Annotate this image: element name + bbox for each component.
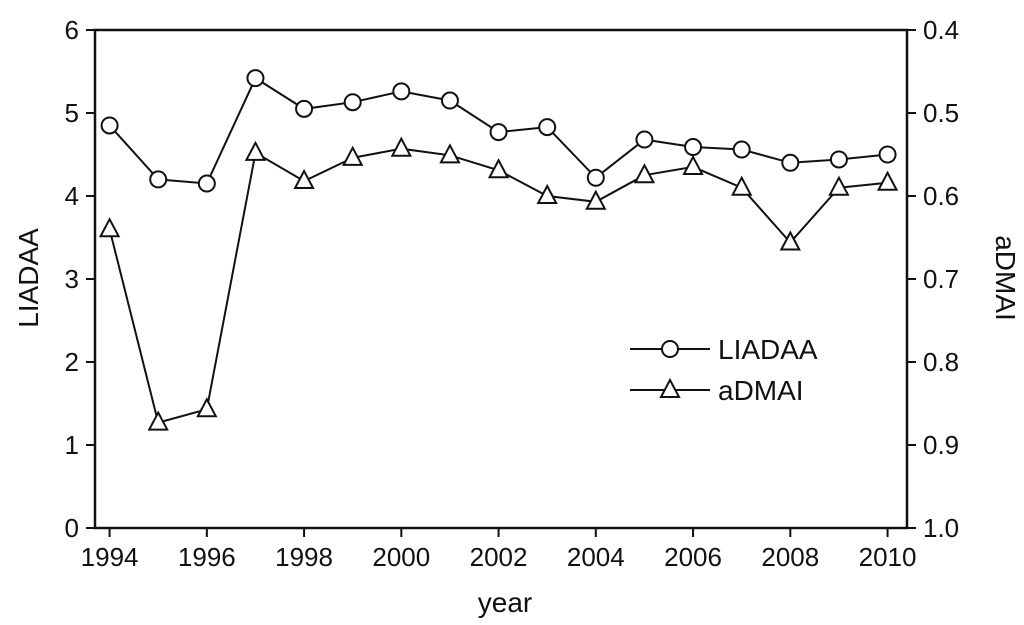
data-point-liadaa <box>246 69 265 88</box>
data-point-admai <box>147 410 169 431</box>
data-point-liadaa <box>586 168 605 187</box>
data-point-admai <box>828 175 850 196</box>
data-point-liadaa <box>440 91 459 110</box>
data-point-liadaa <box>732 140 751 159</box>
x-tick-label: 2008 <box>761 542 819 572</box>
x-tick-label: 2010 <box>859 542 917 572</box>
legend: LIADAA aDMAI <box>630 334 818 406</box>
data-point-liadaa <box>149 170 168 189</box>
data-point-admai <box>536 183 558 204</box>
data-point-liadaa <box>197 174 216 193</box>
legend-label-admai: aDMAI <box>718 375 804 406</box>
x-tick-label: 1996 <box>178 542 236 572</box>
y-axis-right-title: aDMAI <box>990 235 1021 321</box>
y-left-tick-label: 5 <box>65 98 79 128</box>
data-point-admai <box>439 143 461 164</box>
x-tick-label: 2004 <box>567 542 625 572</box>
data-point-admai <box>731 175 753 196</box>
x-axis-title: year <box>478 587 532 618</box>
data-point-liadaa <box>538 118 557 137</box>
data-point-admai <box>779 230 801 251</box>
data-point-liadaa <box>295 99 314 118</box>
plot-frame <box>93 28 909 530</box>
data-point-liadaa <box>878 145 897 164</box>
legend-label-liadaa: LIADAA <box>718 334 818 365</box>
y-right-tick-label: 0.7 <box>923 264 959 294</box>
plot-area <box>93 28 909 530</box>
x-tick-label: 2006 <box>664 542 722 572</box>
y-left-tick-label: 1 <box>65 430 79 460</box>
data-point-admai <box>633 163 656 184</box>
y-left-tick-label: 3 <box>65 264 79 294</box>
y-left-tick-label: 4 <box>65 181 79 211</box>
y-right-tick-label: 0.5 <box>923 98 959 128</box>
y-axis-left-title: LIADAA <box>13 228 44 328</box>
x-tick-label: 2000 <box>372 542 430 572</box>
y-left-tick-label: 2 <box>65 347 79 377</box>
y-left-tick-label: 6 <box>65 15 79 45</box>
data-point-admai <box>244 140 267 161</box>
legend-marker-liadaa <box>661 340 679 358</box>
data-point-liadaa <box>829 150 848 169</box>
series-layer <box>98 69 899 431</box>
data-point-liadaa <box>781 153 800 172</box>
y-right-tick-label: 0.8 <box>923 347 959 377</box>
y-right-tick-label: 1.0 <box>923 513 959 543</box>
axes: 1994 1996 1998 2000 2002 2004 2006 2008 2010 0 1 2 3… <box>65 15 960 572</box>
x-tick-label: 1998 <box>275 542 333 572</box>
data-point-admai <box>98 217 121 238</box>
data-point-admai <box>390 136 412 157</box>
data-point-admai <box>585 189 607 210</box>
data-point-liadaa <box>635 130 654 149</box>
data-point-admai <box>342 145 364 166</box>
x-tick-label: 1994 <box>81 542 139 572</box>
data-point-admai <box>293 168 315 190</box>
y-right-tick-label: 0.9 <box>923 430 959 460</box>
data-point-admai <box>682 154 704 175</box>
x-tick-label: 2002 <box>470 542 528 572</box>
data-point-liadaa <box>100 116 119 135</box>
y-right-tick-label: 0.6 <box>923 181 959 211</box>
data-point-liadaa <box>343 93 362 112</box>
data-point-admai <box>196 397 218 418</box>
y-right-tick-label: 0.4 <box>923 15 959 45</box>
data-point-liadaa <box>489 123 508 142</box>
y-left-tick-label: 0 <box>65 513 79 543</box>
data-point-admai <box>487 158 510 179</box>
data-point-admai <box>876 170 899 191</box>
legend-marker-admai <box>659 377 681 398</box>
data-point-liadaa <box>684 138 703 157</box>
data-point-liadaa <box>392 82 411 101</box>
